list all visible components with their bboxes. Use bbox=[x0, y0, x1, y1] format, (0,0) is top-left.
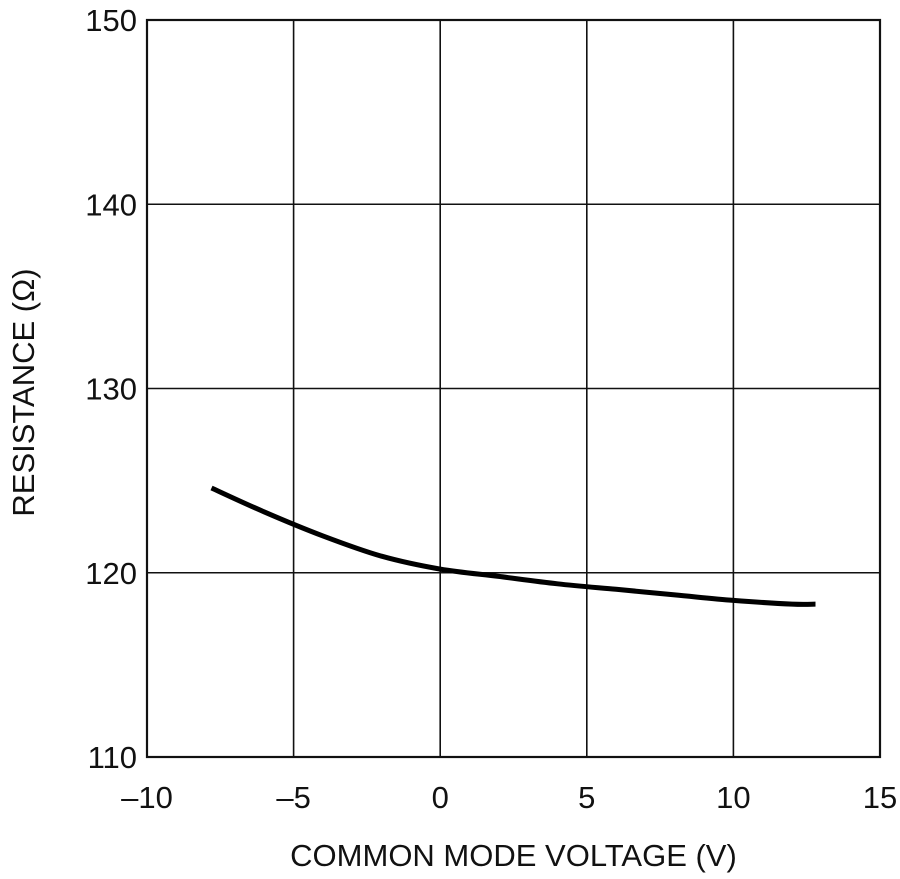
y-tick-label: 130 bbox=[85, 372, 137, 407]
y-tick-label: 150 bbox=[85, 3, 137, 38]
plot-frame bbox=[145, 18, 882, 759]
y-tick-label: 140 bbox=[85, 187, 137, 222]
x-tick-label: 0 bbox=[432, 780, 449, 815]
x-tick-label: 5 bbox=[578, 780, 595, 815]
y-tick-label: 110 bbox=[88, 740, 137, 775]
y-tick-labels: 110 120 130 140 150 bbox=[85, 3, 137, 775]
x-tick-label: 10 bbox=[716, 780, 750, 815]
y-axis-label: RESISTANCE (Ω) bbox=[6, 268, 41, 516]
x-tick-labels: –10 –5 0 5 10 15 bbox=[121, 780, 897, 815]
x-tick-label: 15 bbox=[863, 780, 897, 815]
x-axis-label: COMMON MODE VOLTAGE (V) bbox=[290, 838, 737, 873]
x-tick-label: –10 bbox=[121, 780, 173, 815]
x-tick-label: –5 bbox=[276, 780, 310, 815]
grid-lines bbox=[147, 20, 880, 757]
resistance-curve bbox=[210, 485, 816, 607]
y-tick-label: 120 bbox=[85, 556, 137, 591]
series-layer bbox=[210, 485, 816, 607]
